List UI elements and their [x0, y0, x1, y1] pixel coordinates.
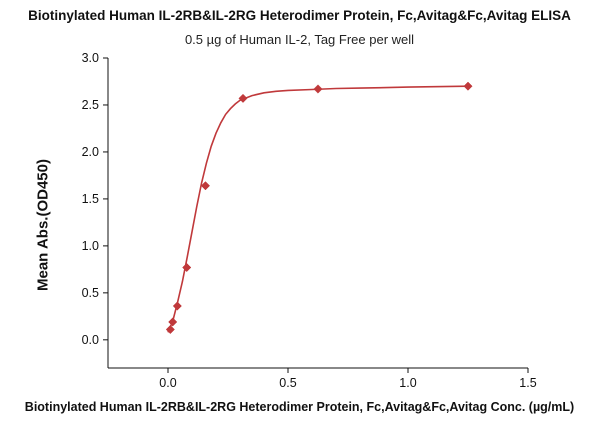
y-tick-label: 1.5 — [82, 192, 99, 206]
x-tick-label: 0.5 — [279, 376, 296, 390]
x-tick-label: 1.0 — [399, 376, 416, 390]
x-tick-label: 1.5 — [519, 376, 536, 390]
y-tick-label: 2.5 — [82, 98, 99, 112]
x-axis-label: Biotinylated Human IL-2RB&IL-2RG Heterod… — [24, 400, 575, 414]
data-point — [168, 317, 178, 327]
fit-curve-line — [167, 85, 469, 333]
chart-title: Biotinylated Human IL-2RB&IL-2RG Heterod… — [28, 8, 571, 23]
data-point — [313, 84, 323, 94]
x-tick-label: 0.0 — [159, 376, 176, 390]
data-point — [165, 324, 175, 335]
data-point — [182, 262, 192, 273]
data-point — [463, 81, 473, 91]
y-tick-label: 2.0 — [82, 145, 99, 159]
data-point — [238, 93, 248, 103]
data-point — [172, 301, 182, 311]
y-tick-label: 0.0 — [82, 333, 99, 347]
data-point — [200, 181, 210, 191]
y-tick-label: 1.0 — [82, 239, 99, 253]
chart-subtitle: 0.5 µg of Human IL-2, Tag Free per well — [184, 32, 415, 47]
y-tick-label: 3.0 — [82, 51, 99, 65]
y-tick-label: 0.5 — [82, 286, 99, 300]
